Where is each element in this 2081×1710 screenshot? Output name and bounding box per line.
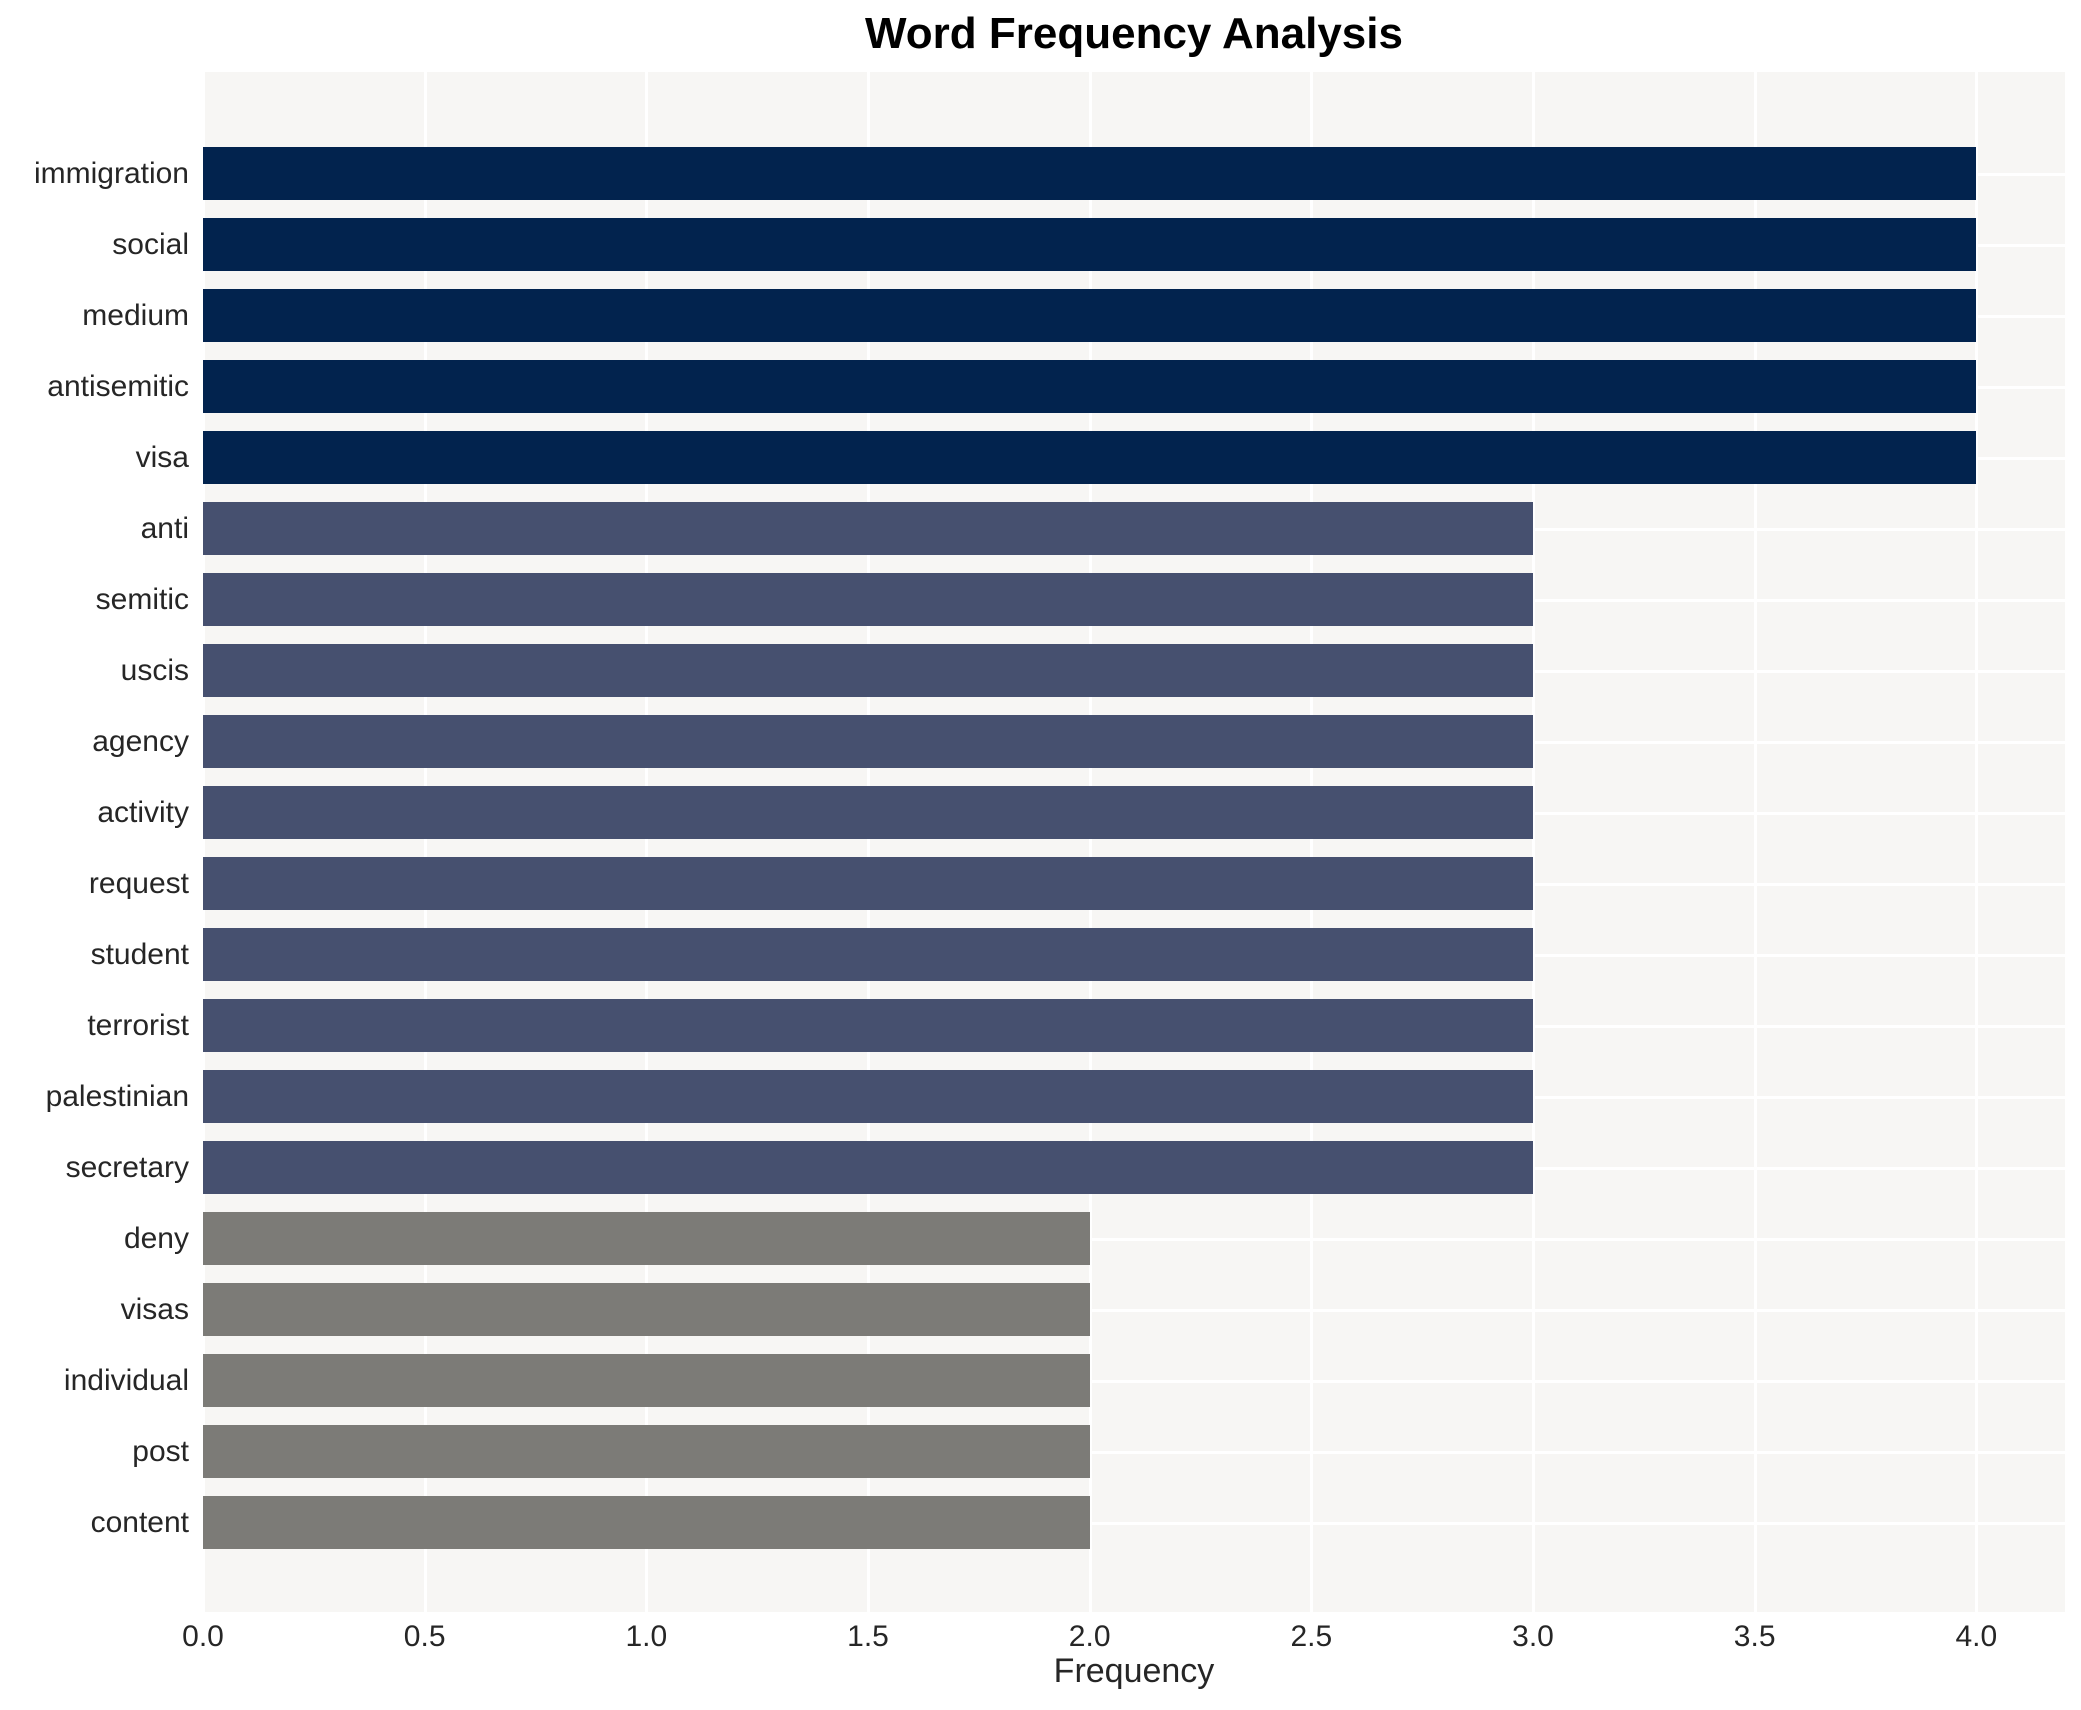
y-tick-label-social: social <box>112 227 189 261</box>
bar-visa <box>203 431 1977 484</box>
x-tick-label-3.5: 3.5 <box>1733 1620 1776 1653</box>
bar-terrorist <box>203 999 1533 1052</box>
x-tick-label-0.0: 0.0 <box>182 1620 224 1653</box>
bar-medium <box>203 289 1977 342</box>
vertical-gridline <box>1532 72 1535 1612</box>
x-tick-label-2.5: 2.5 <box>1290 1620 1333 1653</box>
y-tick-label-terrorist: terrorist <box>87 1008 189 1042</box>
y-tick-label-content: content <box>90 1505 189 1539</box>
x-tick-label-3.0: 3.0 <box>1512 1620 1554 1653</box>
bar-activity <box>203 786 1533 839</box>
bar-individual <box>203 1354 1090 1407</box>
vertical-gridline <box>867 72 870 1612</box>
bar-semitic <box>203 573 1533 626</box>
y-tick-label-immigration: immigration <box>33 156 189 190</box>
y-tick-label-medium: medium <box>82 298 189 332</box>
bar-agency <box>203 715 1533 768</box>
plot-area <box>202 72 2065 1612</box>
bar-request <box>203 857 1533 910</box>
x-tick-label-2.0: 2.0 <box>1068 1620 1111 1653</box>
vertical-gridline <box>1753 72 1757 1612</box>
y-tick-label-anti: anti <box>140 511 189 545</box>
y-tick-label-deny: deny <box>123 1221 189 1255</box>
y-tick-label-agency: agency <box>92 724 189 758</box>
y-tick-label-individual: individual <box>63 1363 189 1397</box>
bar-secretary <box>203 1141 1533 1194</box>
y-tick-label-secretary: secretary <box>65 1150 189 1184</box>
bar-post <box>203 1425 1090 1478</box>
y-tick-label-student: student <box>90 937 189 971</box>
x-axis-title: Frequency <box>1053 1652 1215 1690</box>
y-tick-label-uscis: uscis <box>120 653 189 687</box>
horizontal-gridline <box>203 1521 2065 1525</box>
bar-visas <box>203 1283 1090 1336</box>
x-tick-label-1.5: 1.5 <box>847 1620 889 1653</box>
vertical-gridline <box>1310 72 1314 1612</box>
horizontal-gridline <box>203 1379 2065 1383</box>
bar-social <box>203 218 1977 271</box>
bar-deny <box>203 1212 1090 1265</box>
vertical-gridline <box>1088 72 1092 1612</box>
bar-palestinian <box>203 1070 1533 1123</box>
vertical-gridline <box>202 72 205 1612</box>
vertical-gridline <box>645 72 649 1612</box>
y-tick-label-palestinian: palestinian <box>45 1079 189 1113</box>
horizontal-gridline <box>203 1308 2065 1312</box>
horizontal-gridline <box>203 1450 2065 1454</box>
x-tick-label-4.0: 4.0 <box>1955 1620 1998 1653</box>
y-tick-label-activity: activity <box>97 795 189 829</box>
y-tick-label-semitic: semitic <box>95 582 189 616</box>
chart-title: Word Frequency Analysis <box>865 9 1403 58</box>
y-tick-label-antisemitic: antisemitic <box>47 369 189 403</box>
bar-antisemitic <box>203 360 1977 413</box>
bar-immigration <box>203 147 1977 200</box>
y-tick-label-post: post <box>132 1434 189 1468</box>
bar-student <box>203 928 1533 981</box>
y-tick-label-request: request <box>88 866 189 900</box>
bar-uscis <box>203 644 1533 697</box>
horizontal-gridline <box>203 1237 2065 1241</box>
vertical-gridline <box>1975 72 1979 1612</box>
x-tick-label-1.0: 1.0 <box>625 1620 668 1653</box>
y-tick-label-visa: visa <box>135 440 189 474</box>
bar-content <box>203 1496 1090 1549</box>
vertical-gridline <box>423 72 427 1612</box>
y-tick-label-visas: visas <box>120 1292 189 1326</box>
x-tick-label-0.5: 0.5 <box>403 1620 446 1653</box>
bar-anti <box>203 502 1533 555</box>
